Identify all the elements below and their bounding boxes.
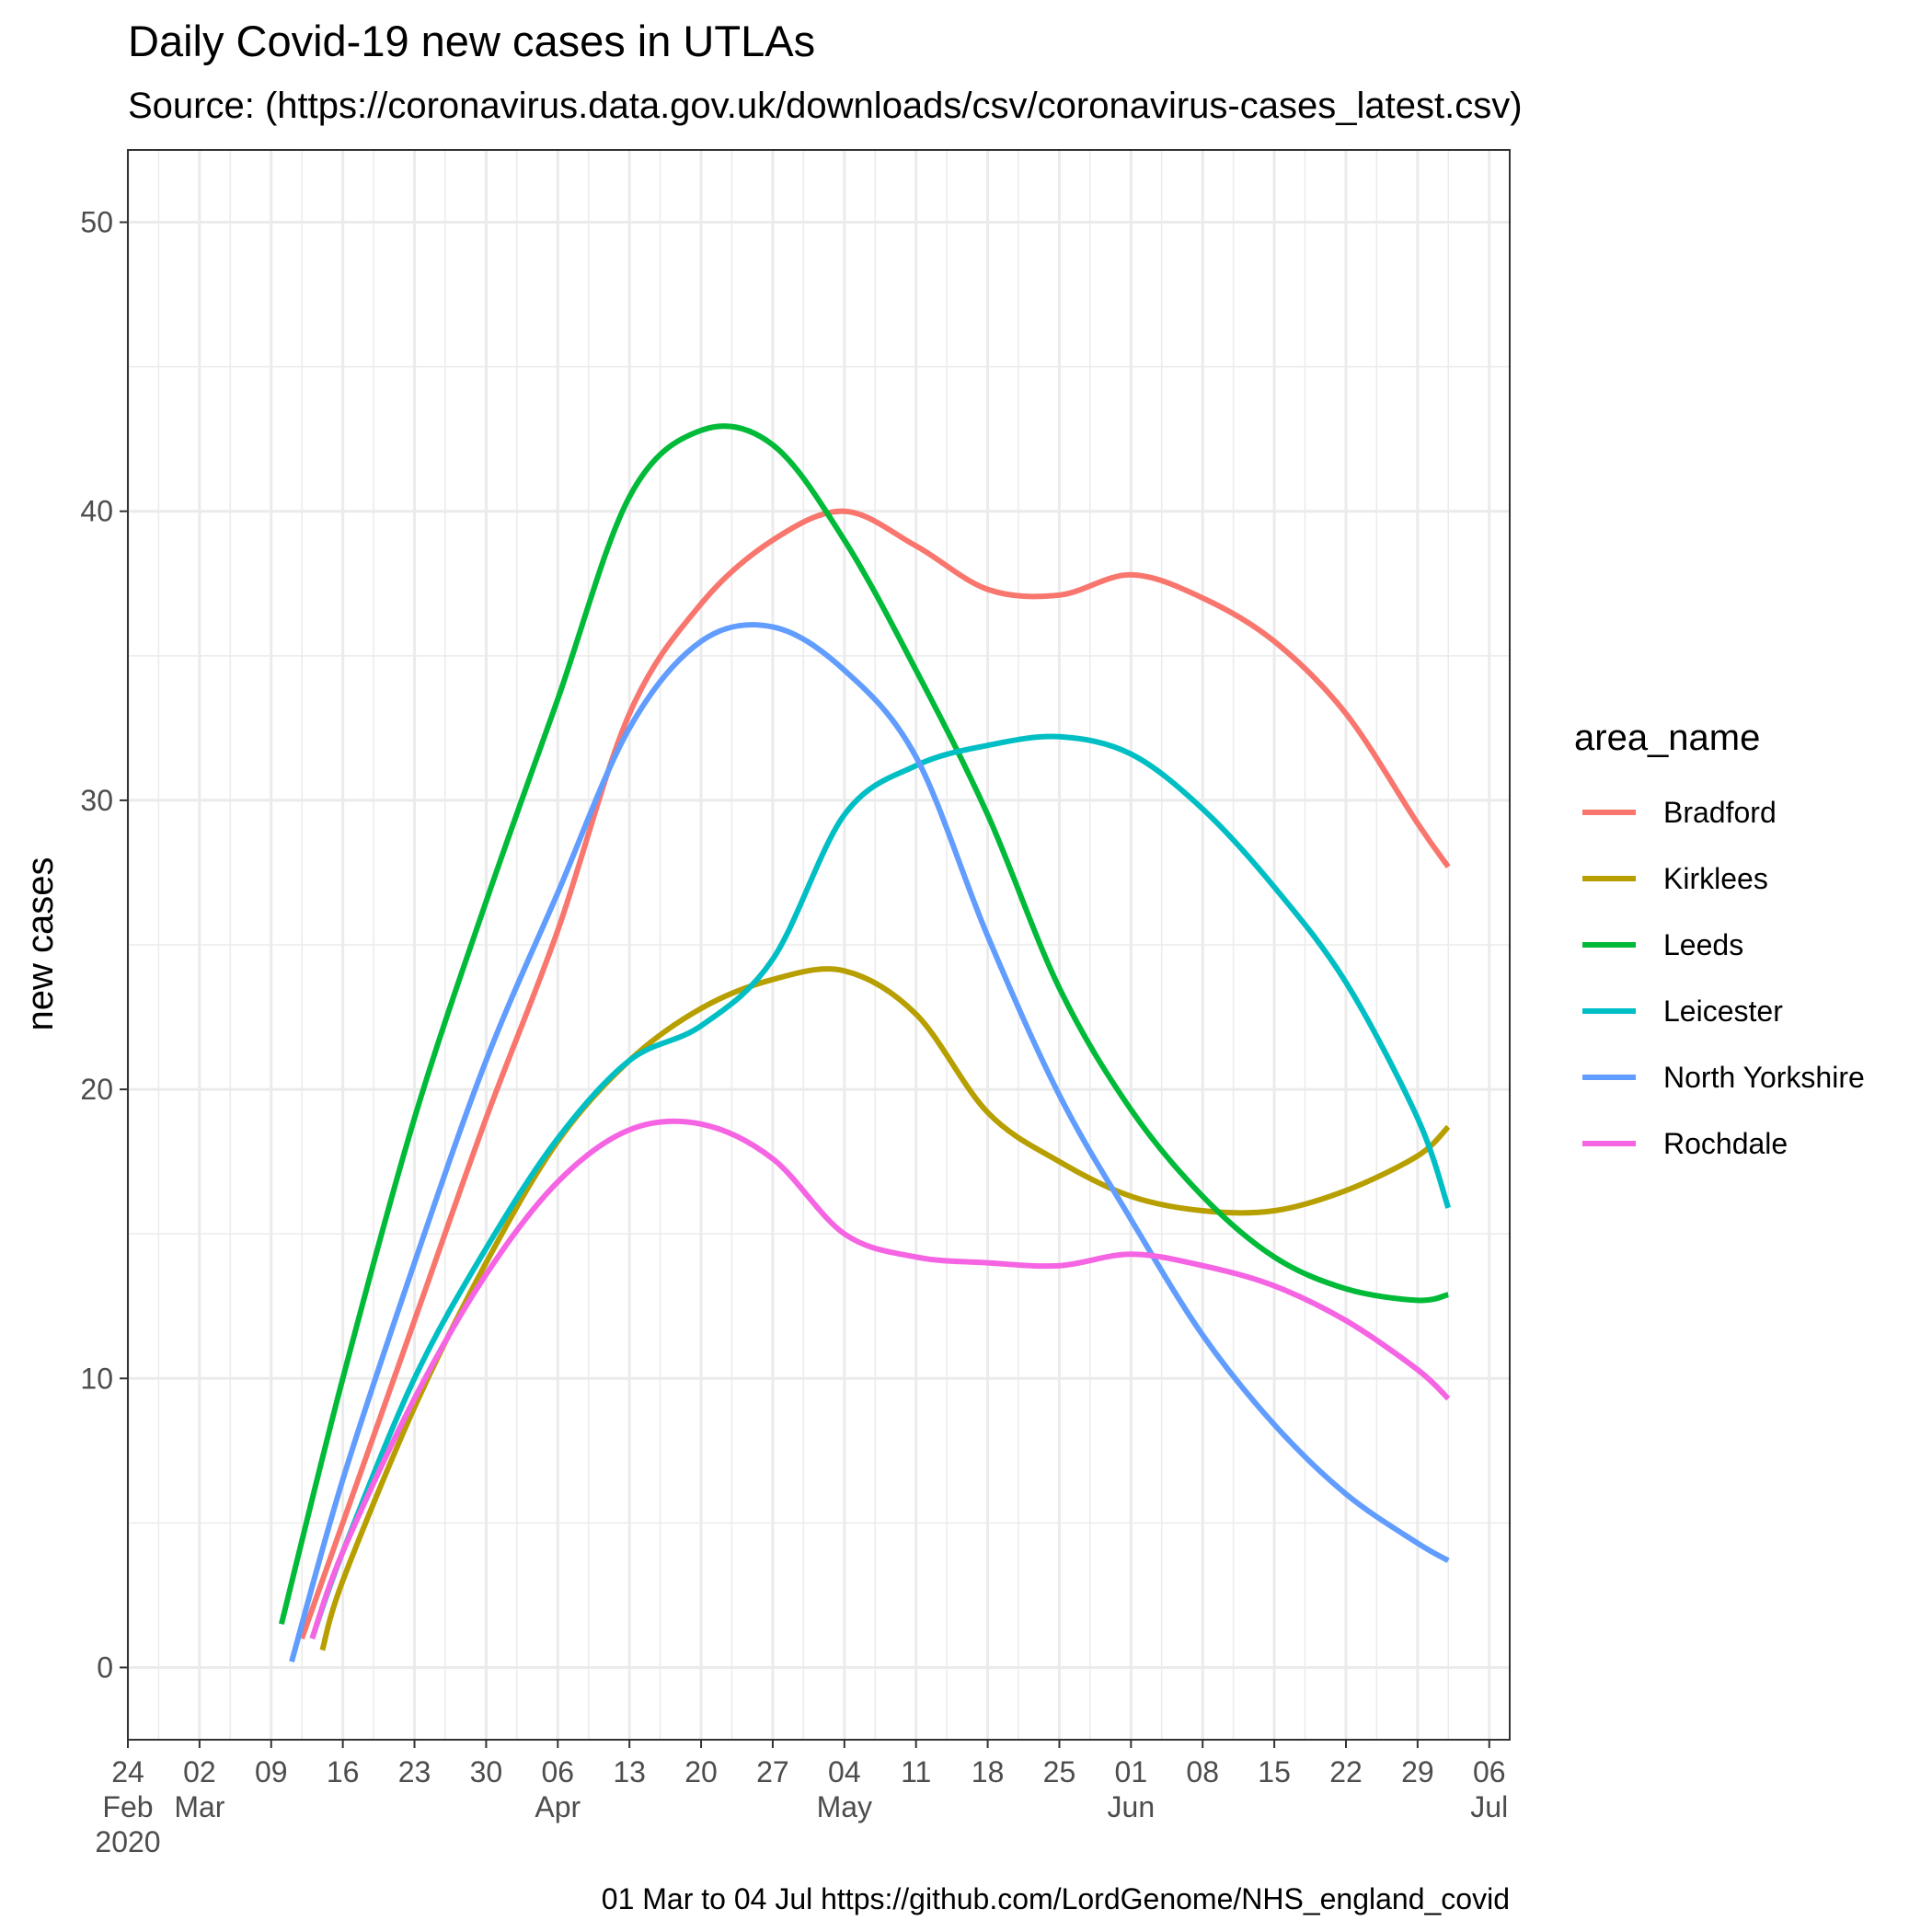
series-lines [278,423,1452,1663]
chart-caption: 01 Mar to 04 Jul https://github.com/Lord… [602,1882,1510,1915]
x-tick-month-label: Jun [1108,1790,1156,1823]
x-tick-month-label: Feb [102,1790,153,1823]
series-line-leicester [309,733,1452,1639]
series-line-bradford [299,508,1451,1640]
x-tick-label: 25 [1043,1755,1076,1788]
panel-border [127,149,1511,1741]
x-tick-label: 23 [398,1755,431,1788]
x-tick-label: 29 [1401,1755,1434,1788]
x-tick-year-label: 2020 [95,1825,160,1858]
legend-label-leicester: Leicester [1663,995,1783,1028]
x-tick-label: 02 [183,1755,216,1788]
x-tick-label: 13 [613,1755,646,1788]
x-tick-label: 06 [541,1755,574,1788]
y-tick-label: 30 [80,784,113,817]
legend-label-rochdale: Rochdale [1663,1127,1788,1160]
x-tick-label: 27 [756,1755,789,1788]
legend-label-kirklees: Kirklees [1663,862,1768,895]
x-tick-label: 30 [470,1755,503,1788]
y-tick-label: 40 [80,495,113,528]
legend-label-north-yorkshire: North Yorkshire [1663,1061,1865,1094]
y-tick-label: 10 [80,1362,113,1395]
x-tick-label: 20 [684,1755,718,1788]
x-tick-month-label: Mar [174,1790,224,1823]
x-tick-label: 16 [327,1755,360,1788]
x-tick-label: 24 [111,1755,144,1788]
x-tick-month-label: Apr [535,1790,581,1823]
series-line-north-yorkshire [289,622,1450,1663]
series-line-leeds [278,423,1449,1626]
x-tick-month-label: Jul [1470,1790,1508,1823]
chart-subtitle: Source: (https://coronavirus.data.gov.uk… [128,86,1523,126]
y-tick-label: 50 [80,206,113,239]
y-tick-label: 0 [97,1650,113,1684]
x-tick-label: 11 [901,1755,931,1788]
x-tick-label: 18 [972,1755,1005,1788]
x-tick-label: 04 [828,1755,861,1788]
y-axis-title: new cases [20,857,61,1031]
x-tick-label: 01 [1115,1755,1148,1788]
legend-label-leeds: Leeds [1663,928,1743,961]
x-tick-label: 09 [255,1755,288,1788]
x-tick-month-label: May [817,1790,872,1823]
chart-title: Daily Covid-19 new cases in UTLAs [128,17,815,65]
legend: area_name Bradford Kirklees Leeds Leicester… [1574,718,1865,1160]
y-axis: 0 10 20 30 40 50 [80,206,128,1684]
y-tick-label: 20 [80,1073,113,1106]
series-line-rochdale [309,1118,1451,1639]
x-tick-label: 08 [1186,1755,1219,1788]
legend-items: Bradford Kirklees Leeds Leicester North York… [1582,796,1865,1160]
x-tick-label: 15 [1258,1755,1291,1788]
x-tick-label: 06 [1473,1755,1506,1788]
x-tick-label: 22 [1329,1755,1363,1788]
legend-label-bradford: Bradford [1663,796,1777,829]
legend-title: area_name [1574,718,1760,758]
